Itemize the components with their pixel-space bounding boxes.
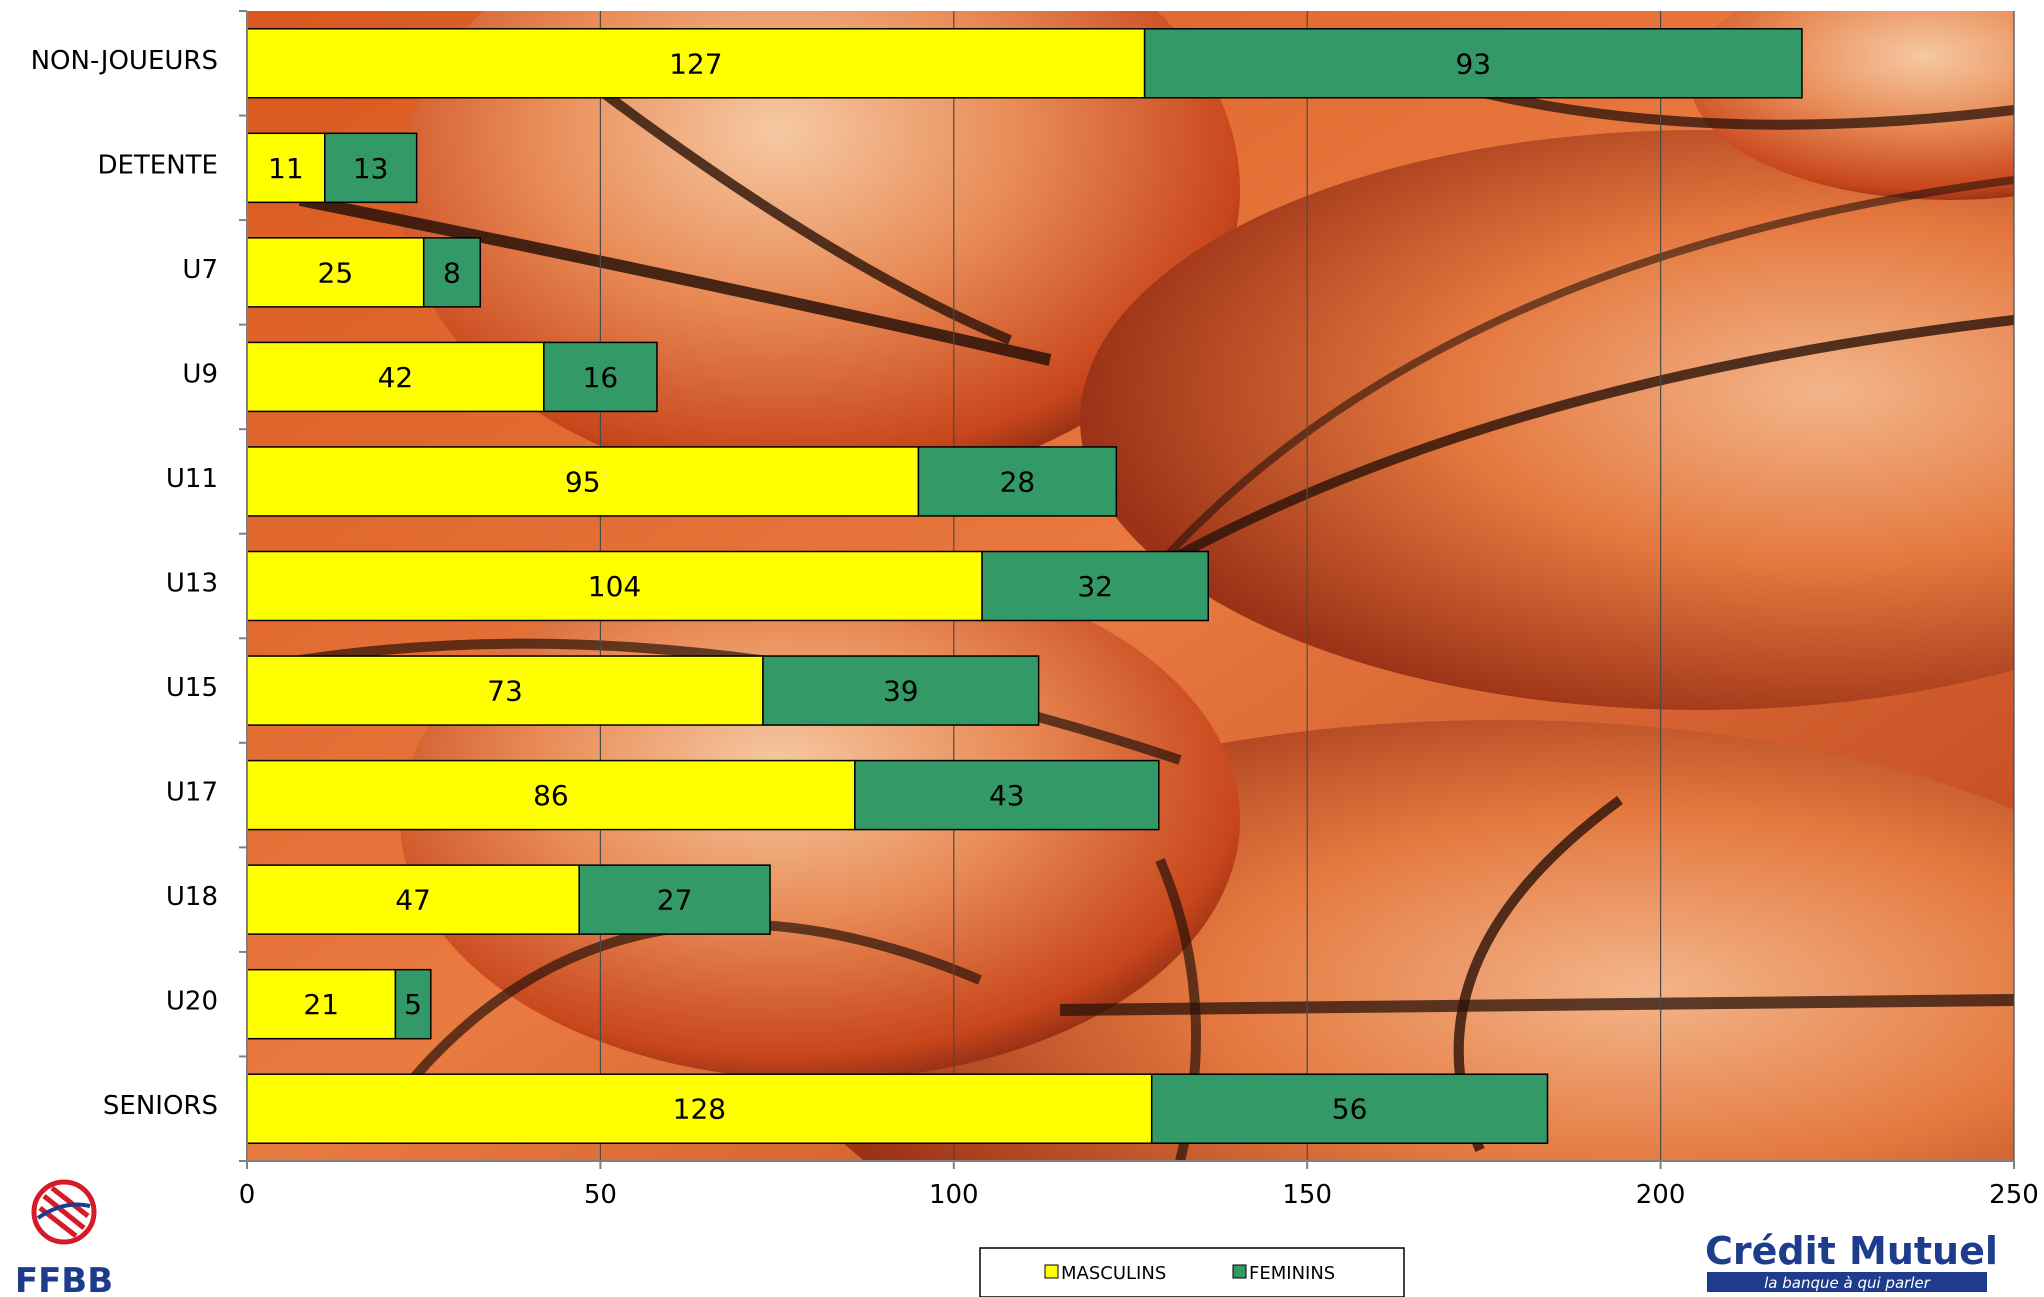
bar-masculins xyxy=(246,759,856,831)
x-tick-label: 150 xyxy=(1282,1180,1332,1210)
bar-value-label: 43 xyxy=(989,779,1025,812)
credit-mutuel-tagline: la banque à qui parler xyxy=(1764,1274,1931,1292)
bar-value-label: 39 xyxy=(883,675,919,708)
x-tick-label: 250 xyxy=(1989,1180,2039,1210)
bar-feminins xyxy=(578,864,771,935)
bar-value-label: 11 xyxy=(268,152,304,185)
bars: 127 93 11 13 25 8 42 16 95 28 104 32 73 39 86 43 47 27 21 5… xyxy=(246,28,1803,1144)
bar-feminins xyxy=(422,237,481,308)
x-axis-tick-labels: 0 50 100 150 200 250 xyxy=(239,1180,2039,1210)
bar-value-label: 95 xyxy=(565,465,601,498)
legend-swatch-masculins xyxy=(1044,1264,1059,1279)
bar-value-label: 13 xyxy=(353,152,389,185)
category-label: U7 xyxy=(182,255,218,285)
bar-value-label: 25 xyxy=(318,256,354,289)
bar-masculins xyxy=(246,1073,1153,1144)
category-label: U20 xyxy=(166,987,218,1017)
category-label: DETENTE xyxy=(97,150,218,180)
x-tick-label: 200 xyxy=(1636,1180,1686,1210)
legend-box xyxy=(979,1247,1405,1297)
bar-value-label: 56 xyxy=(1332,1093,1368,1126)
category-labels: NON-JOUEURS DETENTE U7 U9 U11 U13 U15 U17 U18 U20… xyxy=(31,46,218,1121)
bar-value-label: 86 xyxy=(533,779,569,812)
category-label: U17 xyxy=(166,778,218,808)
category-label: NON-JOUEURS xyxy=(31,46,218,76)
bar-masculins xyxy=(246,864,580,935)
legend: MASCULINS FEMININS xyxy=(979,1247,1405,1297)
bar-value-label: 73 xyxy=(487,675,523,708)
bar-feminins xyxy=(1143,28,1803,99)
legend-swatch-feminins xyxy=(1232,1264,1247,1279)
bar-masculins xyxy=(246,28,1146,99)
bar-value-label: 32 xyxy=(1077,570,1113,603)
bar-feminins xyxy=(323,132,418,204)
bar-value-label: 27 xyxy=(657,884,693,917)
category-label: U11 xyxy=(166,464,218,494)
bar-value-label: 8 xyxy=(443,256,461,289)
category-label: U18 xyxy=(166,882,218,912)
bar-masculins xyxy=(246,446,920,517)
ffbb-logo: FFBB xyxy=(15,1179,113,1297)
bar-masculins xyxy=(246,550,983,622)
bar-value-label: 93 xyxy=(1455,47,1491,80)
legend-label-masculins: MASCULINS xyxy=(1061,1263,1166,1284)
bar-value-label: 28 xyxy=(1000,465,1036,498)
ffbb-logo-text: FFBB xyxy=(15,1261,113,1297)
bar-feminins xyxy=(543,341,658,413)
bar-feminins xyxy=(394,968,432,1040)
y-axis-ticks xyxy=(239,10,247,1162)
x-tick-label: 100 xyxy=(929,1180,979,1210)
x-tick-label: 0 xyxy=(239,1180,256,1210)
bar-value-label: 127 xyxy=(669,47,722,80)
bar-value-label: 47 xyxy=(395,884,431,917)
bar-value-label: 5 xyxy=(404,988,422,1021)
bar-value-label: 16 xyxy=(583,361,619,394)
credit-mutuel-logo: Crédit Mutuel la banque à qui parler xyxy=(1705,1229,1998,1292)
bar-value-label: 104 xyxy=(588,570,641,603)
bar-feminins xyxy=(981,550,1209,622)
bar-masculins xyxy=(246,968,397,1040)
bar-value-label: 21 xyxy=(303,988,339,1021)
bar-feminins xyxy=(762,655,1040,726)
bar-feminins xyxy=(1150,1073,1549,1144)
credit-mutuel-logo-text: Crédit Mutuel xyxy=(1705,1229,1998,1273)
category-label: U15 xyxy=(166,673,218,703)
bar-value-label: 128 xyxy=(673,1093,726,1126)
plot-background xyxy=(247,11,2014,1161)
bar-value-label: 42 xyxy=(378,361,414,394)
bar-feminins xyxy=(917,446,1118,517)
bar-masculins xyxy=(246,341,545,413)
category-label: SENIORS xyxy=(103,1091,218,1121)
category-label: U9 xyxy=(182,359,218,389)
category-label: U13 xyxy=(166,569,218,599)
bar-feminins xyxy=(854,759,1160,831)
legend-label-feminins: FEMININS xyxy=(1249,1263,1335,1284)
x-tick-label: 50 xyxy=(584,1180,617,1210)
